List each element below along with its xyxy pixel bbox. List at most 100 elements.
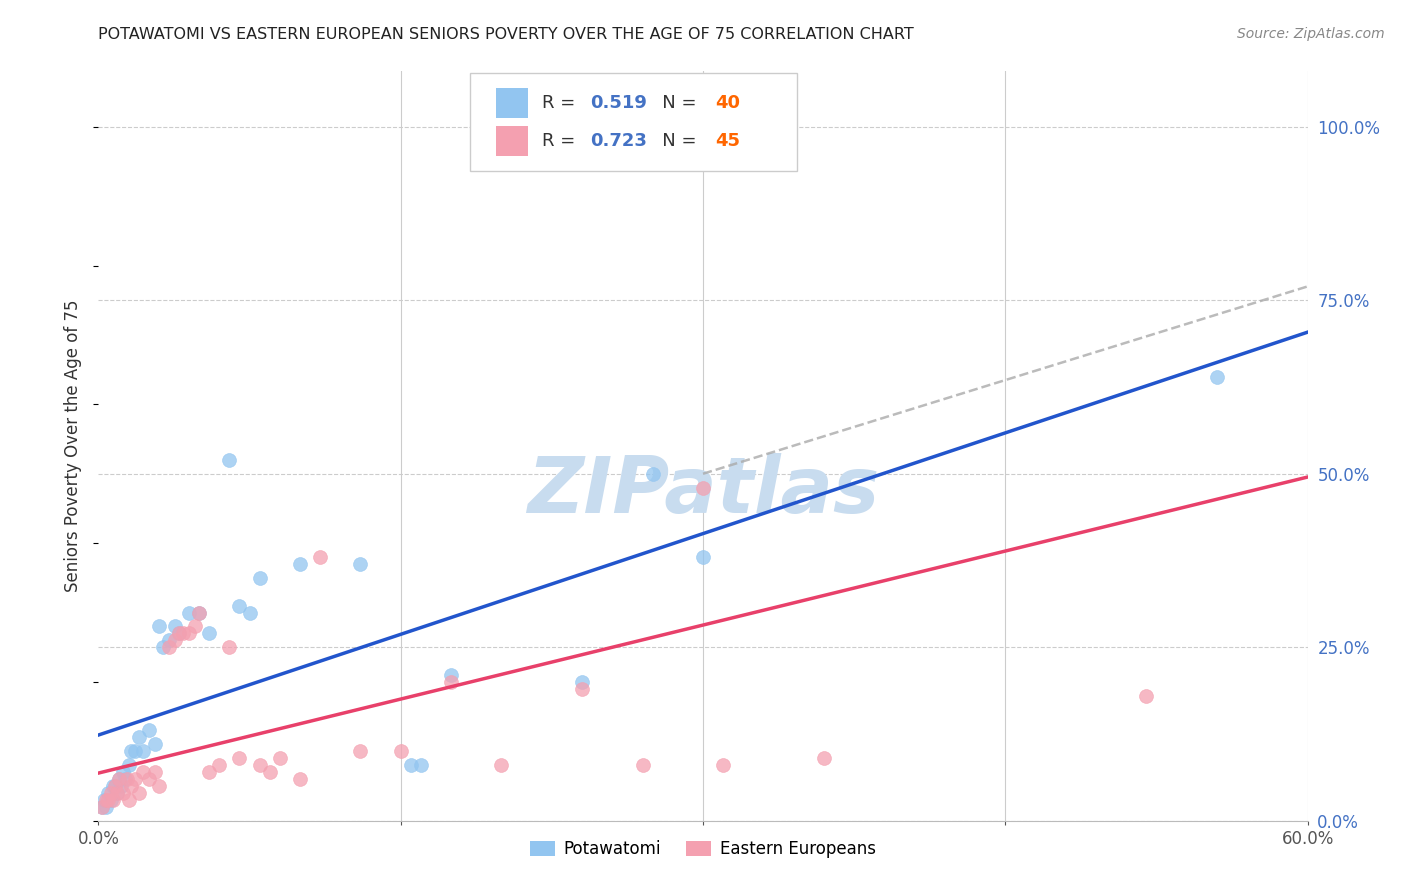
Point: [198, 626, 221, 640]
Point: [179, 606, 201, 620]
Point: [110, 779, 132, 793]
Point: [167, 626, 190, 640]
Point: [143, 765, 166, 780]
Point: [100, 793, 122, 807]
Point: [101, 779, 124, 793]
Point: [118, 758, 141, 772]
Point: [138, 723, 160, 738]
Point: [249, 758, 271, 772]
Point: [239, 606, 262, 620]
Point: [711, 758, 734, 772]
Point: [163, 633, 186, 648]
Point: [692, 549, 714, 564]
Point: [491, 758, 513, 772]
Text: POTAWATOMI VS EASTERN EUROPEAN SENIORS POVERTY OVER THE AGE OF 75 CORRELATION CH: POTAWATOMI VS EASTERN EUROPEAN SENIORS P…: [98, 27, 914, 42]
Point: [389, 744, 412, 758]
Point: [167, 626, 190, 640]
Point: [107, 772, 129, 786]
Point: [105, 786, 128, 800]
Point: [143, 737, 166, 751]
Point: [813, 751, 835, 765]
Point: [218, 453, 240, 467]
Point: [309, 549, 332, 564]
Point: [107, 772, 129, 786]
Point: [128, 786, 150, 800]
Point: [399, 758, 422, 772]
Point: [179, 626, 201, 640]
Point: [148, 619, 170, 633]
Point: [114, 772, 136, 786]
Point: [188, 606, 211, 620]
FancyBboxPatch shape: [496, 126, 527, 156]
Point: [163, 619, 186, 633]
Point: [440, 668, 463, 682]
Point: [124, 772, 146, 786]
Point: [105, 786, 128, 800]
Point: [188, 606, 211, 620]
Point: [100, 786, 122, 800]
Text: 40: 40: [716, 94, 740, 112]
Text: 0.723: 0.723: [591, 132, 647, 150]
Text: N =: N =: [645, 94, 702, 112]
Point: [111, 765, 134, 780]
Point: [118, 793, 141, 807]
Point: [132, 765, 155, 780]
Point: [440, 674, 463, 689]
Point: [152, 640, 174, 655]
Text: R =: R =: [543, 94, 581, 112]
Point: [269, 751, 291, 765]
Point: [96, 799, 118, 814]
Point: [157, 633, 180, 648]
Legend: Potawatomi, Eastern Europeans: Potawatomi, Eastern Europeans: [524, 833, 882, 864]
Point: [103, 779, 125, 793]
Point: [259, 765, 281, 780]
Point: [349, 744, 371, 758]
Point: [115, 772, 138, 786]
Point: [101, 793, 124, 807]
Point: [103, 779, 125, 793]
Point: [120, 744, 142, 758]
Text: Source: ZipAtlas.com: Source: ZipAtlas.com: [1237, 27, 1385, 41]
Point: [409, 758, 432, 772]
Point: [184, 619, 207, 633]
Point: [228, 599, 250, 613]
Point: [128, 731, 150, 745]
Point: [692, 481, 714, 495]
Text: R =: R =: [543, 132, 581, 150]
Point: [218, 640, 240, 655]
Point: [120, 779, 142, 793]
Point: [249, 571, 271, 585]
Point: [91, 799, 114, 814]
FancyBboxPatch shape: [496, 88, 527, 118]
Point: [96, 793, 118, 807]
Point: [148, 779, 170, 793]
Y-axis label: Seniors Poverty Over the Age of 75: Seniors Poverty Over the Age of 75: [65, 300, 83, 592]
Point: [138, 772, 160, 786]
Point: [172, 626, 194, 640]
Point: [91, 799, 114, 814]
Text: ZIPatlas: ZIPatlas: [527, 453, 879, 529]
Point: [571, 674, 593, 689]
Point: [132, 744, 155, 758]
Point: [157, 640, 180, 655]
Point: [111, 786, 134, 800]
Text: N =: N =: [645, 132, 702, 150]
Point: [1135, 689, 1157, 703]
Point: [97, 786, 120, 800]
Point: [124, 744, 146, 758]
Point: [93, 793, 115, 807]
Point: [97, 793, 120, 807]
Point: [349, 557, 371, 571]
Point: [228, 751, 250, 765]
Point: [1206, 369, 1229, 384]
Text: 0.519: 0.519: [591, 94, 647, 112]
Point: [571, 681, 593, 696]
Point: [631, 758, 654, 772]
Point: [198, 765, 221, 780]
Point: [641, 467, 664, 481]
Text: 45: 45: [716, 132, 740, 150]
Point: [288, 557, 311, 571]
Point: [288, 772, 311, 786]
FancyBboxPatch shape: [470, 73, 797, 171]
Point: [208, 758, 231, 772]
